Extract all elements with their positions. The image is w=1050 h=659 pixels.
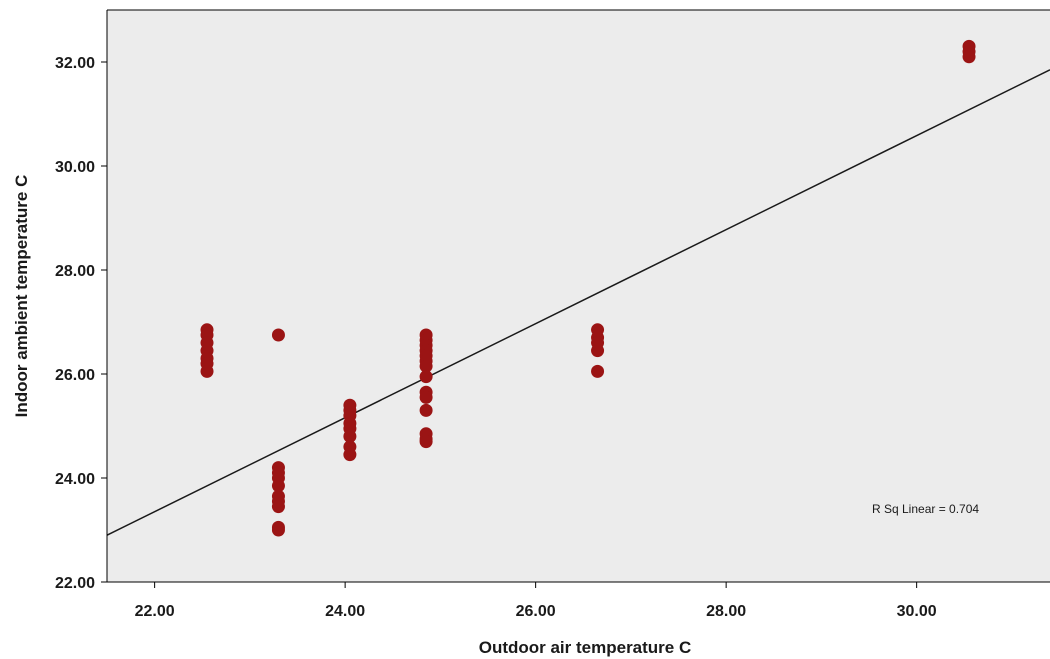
x-tick-label: 28.00 (706, 603, 746, 620)
y-axis-title: Indoor ambient temperature C (12, 175, 31, 418)
x-axis-title: Outdoor air temperature C (479, 638, 692, 657)
x-tick-label: 26.00 (516, 603, 556, 620)
data-point (343, 448, 357, 462)
y-tick-label: 30.00 (55, 159, 95, 176)
data-point (962, 50, 976, 64)
data-point (419, 359, 433, 373)
data-point (271, 523, 285, 537)
data-point (419, 435, 433, 449)
data-point (591, 344, 605, 358)
fit-line-layer (106, 69, 1050, 536)
data-point (591, 364, 605, 378)
y-tick-label: 26.00 (55, 367, 95, 384)
data-point (271, 500, 285, 514)
x-axis-ticks: 22.00 24.00 26.00 28.00 30.00 (135, 582, 937, 620)
y-tick-label: 28.00 (55, 263, 95, 280)
data-point (419, 390, 433, 404)
plot-area (107, 10, 1050, 582)
data-point (200, 364, 214, 378)
data-point (343, 429, 357, 443)
data-points-layer (200, 39, 976, 537)
data-point (271, 479, 285, 493)
regression-line (106, 69, 1050, 536)
data-point (419, 370, 433, 384)
y-tick-label: 24.00 (55, 471, 95, 488)
y-tick-label: 32.00 (55, 55, 95, 72)
annotation-r-squared: R Sq Linear = 0.704 (872, 502, 979, 516)
data-point (419, 403, 433, 417)
x-tick-label: 22.00 (135, 603, 175, 620)
x-tick-label: 30.00 (897, 603, 937, 620)
y-axis-ticks: 22.00 24.00 26.00 28.00 30.00 32.00 (55, 55, 107, 592)
x-tick-label: 24.00 (325, 603, 365, 620)
data-point (271, 328, 285, 342)
y-tick-label: 22.00 (55, 575, 95, 592)
